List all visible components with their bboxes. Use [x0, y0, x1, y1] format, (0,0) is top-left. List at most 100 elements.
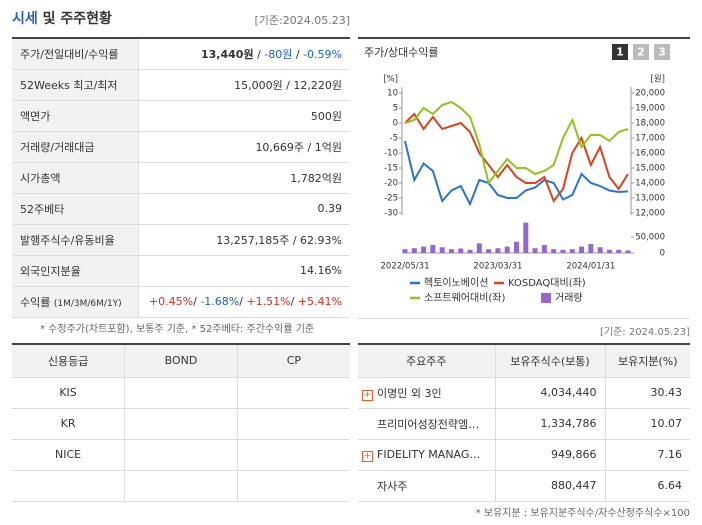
cell	[237, 408, 350, 440]
value: +0.45%	[148, 295, 194, 308]
expand-icon[interactable]: +	[362, 389, 373, 401]
line	[404, 100, 629, 186]
row: 발행주식수/유동비율 13,257,185주 / 62.93%	[12, 224, 350, 256]
volume-bar	[625, 250, 631, 253]
expand-icon[interactable]: +	[362, 450, 373, 462]
label-cell: 발행주식수/유동비율	[12, 224, 139, 256]
cell: NICE	[12, 439, 126, 471]
shares: 949,866	[495, 439, 606, 471]
y2-tick-label: 18,000	[635, 119, 665, 129]
shares: 4,034,440	[495, 377, 606, 409]
line	[404, 112, 629, 204]
volume-bar	[532, 248, 538, 253]
value-cell: 0.39	[138, 193, 350, 225]
value-cell: 15,000원 / 12,220원	[138, 69, 350, 101]
header-cell: 보유주식수(보통)	[495, 344, 606, 378]
volume-bar	[430, 245, 436, 253]
cell	[12, 470, 126, 502]
volume-bar	[606, 249, 612, 253]
tab[interactable]	[612, 44, 628, 60]
label: 거래량/거래대금	[20, 140, 95, 154]
y2-tick-label: 20,000	[635, 89, 665, 99]
header-cell: 신용등급	[12, 344, 126, 378]
header-cell: 주요주주	[358, 344, 496, 378]
row: KR	[12, 408, 350, 440]
row: 52주베타 0.39	[12, 193, 350, 225]
cell	[237, 377, 350, 409]
header-cell: 보유지분(%)	[605, 344, 690, 378]
pct: 7.16	[605, 439, 690, 471]
volume-bar	[411, 248, 417, 253]
tab[interactable]	[633, 44, 649, 60]
value: -80원	[264, 47, 293, 61]
date: [기준:2024.05.23]	[254, 14, 350, 27]
tab-label: 1	[616, 46, 624, 59]
row: 주가/전일대비/수익률 13,440원 / -80원 / -0.59%	[12, 38, 350, 70]
legend-label: 소프트웨어대비(좌)	[424, 292, 506, 304]
y2-tick-label: 15,000	[635, 164, 665, 174]
y2-axis-unit: [원]	[651, 75, 665, 85]
label-cell: 거래량/거래대금	[12, 131, 139, 163]
label: 52주베타	[20, 202, 65, 216]
holders-date: [기준: 2024.05.23]	[599, 327, 690, 338]
volume-bar	[541, 245, 547, 253]
label: 52Weeks 최고/최저	[20, 78, 118, 92]
label: 주가/전일대비/수익률	[20, 47, 119, 61]
holder-name: FIDELITY MANAGEM…	[377, 447, 495, 461]
volume-bar	[616, 249, 622, 253]
separator: /	[289, 233, 301, 247]
shares: 880,447	[495, 470, 606, 502]
holders-table: 주요주주 보유주식수(보통) 보유지분(%) + 이명민 외 3인 4,034,440 30…	[358, 343, 690, 502]
volume-bar	[504, 246, 510, 253]
volume-bar	[569, 249, 575, 253]
x-tick-label: 2023/03/31	[473, 262, 522, 272]
holder-name: 자사주	[377, 479, 408, 493]
value: -1.68%	[200, 295, 240, 308]
volume-bar	[597, 247, 603, 253]
volume-bar	[523, 222, 529, 253]
value-cell: 13,440원 / -80원 / -0.59%	[138, 38, 350, 70]
separator: /	[292, 47, 304, 61]
name-cell: +프리미어성장전략엠앤…	[358, 408, 496, 440]
label-cell: 외국인지분율	[12, 255, 139, 287]
label: 액면가	[20, 109, 51, 123]
row: 외국인지분율 14.16%	[12, 255, 350, 287]
value: 1억원	[314, 140, 342, 154]
value: 1,782억원	[290, 171, 342, 185]
volume-tick-label: 0	[660, 249, 665, 259]
volume-bar	[402, 249, 408, 253]
value: -0.59%	[303, 47, 342, 61]
label-cell: 시가총액	[12, 162, 139, 194]
row: + 이명민 외 3인 4,034,440 30.43	[358, 377, 690, 409]
cell: KIS	[12, 377, 126, 409]
value: 13,440원	[201, 47, 254, 61]
holder-name: 프리미어성장전략엠앤…	[377, 417, 490, 431]
separator: /	[282, 78, 294, 92]
y2-tick-label: 13,000	[635, 194, 665, 204]
header-row: 주요주주 보유주식수(보통) 보유지분(%)	[358, 344, 690, 378]
panel-title: 주가/상대수익률	[364, 46, 439, 59]
cell: KR	[12, 408, 126, 440]
cell	[237, 470, 350, 502]
value: 15,000원	[234, 78, 283, 92]
row: + FIDELITY MANAGEM… 949,866 7.16	[358, 439, 690, 471]
y-tick-label: 10	[387, 89, 398, 99]
holder-name: 이명민 외 3인	[377, 386, 442, 400]
value: 12,220원	[293, 78, 342, 92]
label-cell: 주가/전일대비/수익률	[12, 38, 139, 70]
row: NICE	[12, 439, 350, 471]
volume-bar	[439, 247, 445, 253]
y2-tick-label: 19,000	[635, 104, 665, 114]
value-cell: +0.45%/ -1.68%/ +1.51%/ +5.41%	[138, 286, 350, 318]
row: KIS	[12, 377, 350, 409]
pct: 30.43	[605, 377, 690, 409]
label-cell: 수익률 (1M/3M/6M/1Y)	[12, 286, 139, 318]
header-cell: CP	[237, 344, 350, 378]
cell	[124, 470, 238, 502]
label: 수익률	[20, 295, 51, 309]
value-cell: 14.16%	[138, 255, 350, 287]
separator: /	[304, 140, 315, 154]
label: 발행주식수/유동비율	[20, 233, 115, 247]
tab[interactable]	[654, 44, 670, 60]
